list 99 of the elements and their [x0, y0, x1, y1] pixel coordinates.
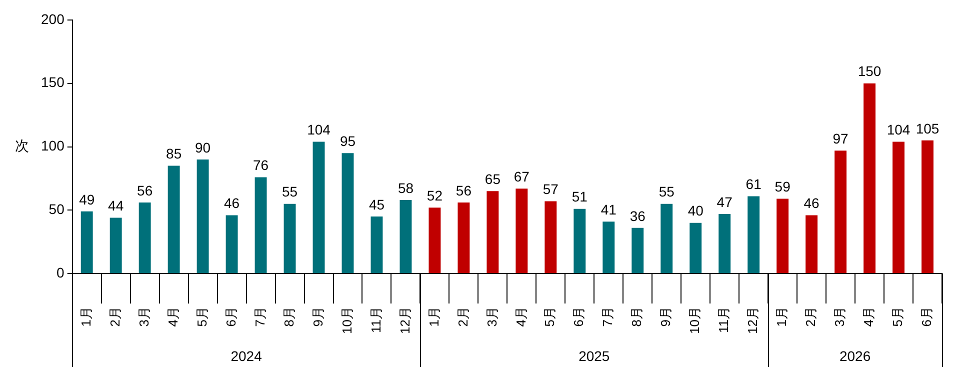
y-axis-title: 次	[15, 138, 29, 154]
x-tick-label: 7月	[252, 306, 268, 327]
y-tick-label: 200	[41, 10, 65, 27]
data-label: 49	[79, 191, 95, 208]
bar	[226, 215, 238, 274]
bar	[138, 202, 151, 274]
y-tick-label: 150	[41, 74, 65, 90]
data-label: 51	[572, 188, 588, 205]
bar	[806, 215, 818, 274]
text: 2025	[578, 348, 610, 364]
bar	[574, 208, 586, 274]
x-tick-label: 3月	[136, 306, 152, 327]
y-tick-label: 0	[56, 264, 65, 280]
bar	[486, 191, 499, 274]
x-tick-label: 2月	[803, 306, 818, 327]
bar	[776, 198, 789, 274]
data-label: 90	[195, 139, 211, 156]
bar	[458, 202, 470, 274]
bar	[602, 222, 615, 274]
bar	[922, 140, 934, 274]
data-label: 67	[514, 168, 530, 184]
data-label: 85	[166, 146, 182, 162]
x-tick-label: 5月	[890, 306, 906, 327]
bar	[834, 150, 847, 274]
bar	[342, 153, 354, 274]
data-label: 97	[832, 130, 849, 146]
bar	[196, 159, 209, 274]
x-tick-label: 10月	[339, 306, 354, 334]
bar	[892, 142, 904, 274]
data-label: 46	[804, 195, 820, 212]
bar	[544, 201, 557, 274]
x-tick-label: 12月	[745, 306, 760, 334]
bar	[516, 188, 528, 274]
x-tick-label: 2月	[455, 306, 470, 327]
x-tick-label: 7月	[600, 306, 616, 327]
data-label: 57	[542, 181, 559, 198]
data-label: 46	[224, 195, 240, 212]
bar	[718, 214, 731, 274]
x-tick-label: 9月	[658, 306, 674, 327]
x-tick-label: 11月	[716, 306, 732, 334]
data-label: 55	[282, 184, 298, 200]
x-tick-label: 8月	[629, 306, 644, 327]
x-tick-label: 10月	[687, 306, 702, 334]
x-tick-label: 11月	[368, 306, 384, 334]
bar	[748, 196, 760, 274]
data-label: 41	[600, 201, 617, 218]
data-label: 44	[108, 198, 124, 214]
x-tick-label: 4月	[513, 306, 528, 327]
x-tick-label: 2月	[107, 306, 122, 327]
data-label: 56	[456, 182, 472, 198]
x-tick-label: 5月	[194, 306, 210, 327]
data-label: 150	[858, 63, 882, 80]
x-tick-label: 12月	[397, 306, 412, 334]
data-label: 47	[716, 194, 733, 210]
data-label: 45	[368, 196, 385, 212]
x-tick-label: 1月	[426, 306, 442, 327]
y-tick-label: 50	[48, 201, 65, 218]
data-label: 95	[340, 132, 356, 149]
bar	[690, 222, 702, 274]
bar	[80, 211, 93, 274]
x-tick-label: 4月	[165, 306, 180, 327]
y-tick-label: 100	[41, 138, 65, 154]
x-tick-label: 6月	[919, 306, 934, 327]
x-tick-label: 3月	[832, 306, 848, 327]
bar	[400, 200, 412, 274]
bar	[254, 177, 267, 274]
bar	[284, 204, 296, 274]
data-label: 58	[398, 180, 414, 196]
bar	[660, 204, 673, 274]
data-label: 61	[746, 176, 762, 192]
bar	[370, 216, 383, 274]
bar	[864, 83, 876, 274]
data-label: 104	[307, 122, 331, 138]
x-tick-label: 6月	[223, 306, 238, 327]
data-label: 52	[426, 187, 443, 204]
x-tick-label: 6月	[571, 306, 586, 327]
x-tick-label: 3月	[484, 306, 500, 327]
bar	[110, 218, 122, 274]
data-label: 105	[916, 120, 940, 136]
data-label: 55	[658, 184, 675, 200]
text: 2026	[839, 348, 871, 364]
bar	[428, 208, 441, 274]
x-tick-label: 8月	[281, 306, 296, 327]
data-label: 40	[688, 202, 704, 219]
text: 2024	[230, 348, 262, 364]
data-label: 56	[137, 182, 153, 198]
x-tick-label: 1月	[78, 306, 94, 327]
x-tick-label: 1月	[774, 306, 790, 327]
bar	[168, 166, 180, 274]
data-label: 36	[630, 208, 646, 224]
bar	[312, 142, 325, 274]
x-tick-label: 5月	[542, 306, 558, 327]
data-label: 65	[484, 171, 501, 187]
data-label: 104	[886, 122, 910, 138]
x-tick-label: 4月	[861, 306, 876, 327]
data-label: 59	[774, 178, 791, 195]
bar	[632, 228, 644, 274]
data-label: 76	[252, 157, 269, 174]
x-tick-label: 9月	[310, 306, 326, 327]
